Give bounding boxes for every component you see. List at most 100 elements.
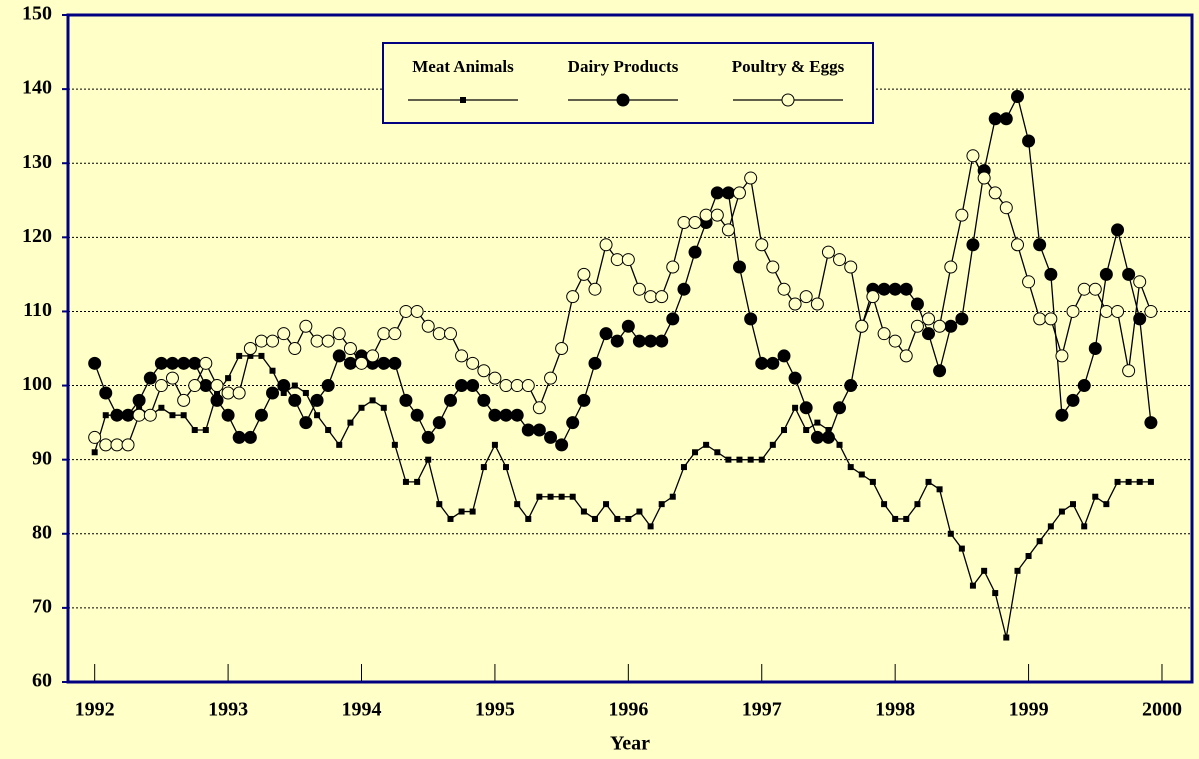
data-point [821,245,835,259]
data-point [1103,501,1110,508]
y-tick-label: 100 [22,373,52,395]
data-point [544,371,558,385]
data-point [621,253,635,267]
data-point [254,408,268,422]
data-point [588,282,602,296]
data-point [669,493,676,500]
data-point [732,260,746,274]
data-point [1022,134,1036,148]
data-point [302,389,309,396]
data-point [321,334,335,348]
legend-box [382,42,874,124]
data-point [610,253,624,267]
data-point [877,327,891,341]
data-point [332,327,346,341]
data-point [569,493,576,500]
data-point [99,438,113,452]
data-point [258,352,265,359]
data-point [969,582,976,589]
data-point [232,386,246,400]
data-point [366,349,380,363]
data-point [1033,312,1047,326]
data-point [132,408,146,422]
data-point [310,334,324,348]
data-point [710,208,724,222]
data-point [721,223,735,237]
data-point [610,334,624,348]
data-point [425,456,432,463]
data-point [221,408,235,422]
x-tick-label: 1992 [75,699,115,721]
data-point [491,441,498,448]
data-point [810,297,824,311]
data-point [1099,267,1113,281]
data-point [692,449,699,456]
data-point [121,408,135,422]
data-point [1077,282,1091,296]
data-point [254,334,268,348]
data-point [421,430,435,444]
y-tick-label: 150 [22,3,52,25]
data-point [877,282,891,296]
data-point [944,260,958,274]
data-point [477,393,491,407]
data-point [88,430,102,444]
data-point [243,342,257,355]
data-point [169,412,176,419]
data-point [999,201,1013,215]
data-point [380,404,387,411]
data-point [377,356,391,370]
data-point [781,427,788,434]
data-point [680,464,687,471]
data-point [1010,238,1024,252]
data-point [1077,379,1091,393]
data-point [647,523,654,530]
data-point [266,386,280,400]
data-point [966,149,980,163]
data-point [910,297,924,311]
data-point [421,319,435,333]
data-point [747,456,754,463]
data-point [210,393,224,407]
data-point [399,304,413,318]
data-point [288,342,302,355]
legend-label: Dairy Products [568,57,679,76]
data-point [914,501,921,508]
data-point [521,423,535,437]
data-point [188,356,202,370]
data-point [136,404,143,411]
data-point [1025,553,1032,560]
data-point [833,401,847,415]
data-point [858,471,865,478]
data-point [766,356,780,370]
data-point [299,416,313,430]
data-point [410,408,424,422]
data-point [521,379,535,393]
data-point [981,567,988,574]
data-point [88,356,102,370]
data-point [899,349,913,363]
data-point [644,334,658,348]
data-point [165,371,179,385]
data-point [536,493,543,500]
data-point [825,427,832,434]
data-point [1144,416,1158,430]
data-point [1133,275,1147,289]
data-point [325,427,332,434]
x-tick-label: 1998 [875,699,915,721]
data-point [910,319,924,333]
data-point [555,438,569,452]
data-point [469,508,476,515]
data-point [488,371,502,385]
data-point [432,327,446,341]
data-point [332,349,346,363]
data-point [577,267,591,281]
data-point [1125,478,1132,485]
data-point [555,342,569,355]
data-point [180,412,187,419]
data-point [603,501,610,508]
data-point [488,408,502,422]
data-point [199,356,213,370]
data-point [466,356,480,370]
